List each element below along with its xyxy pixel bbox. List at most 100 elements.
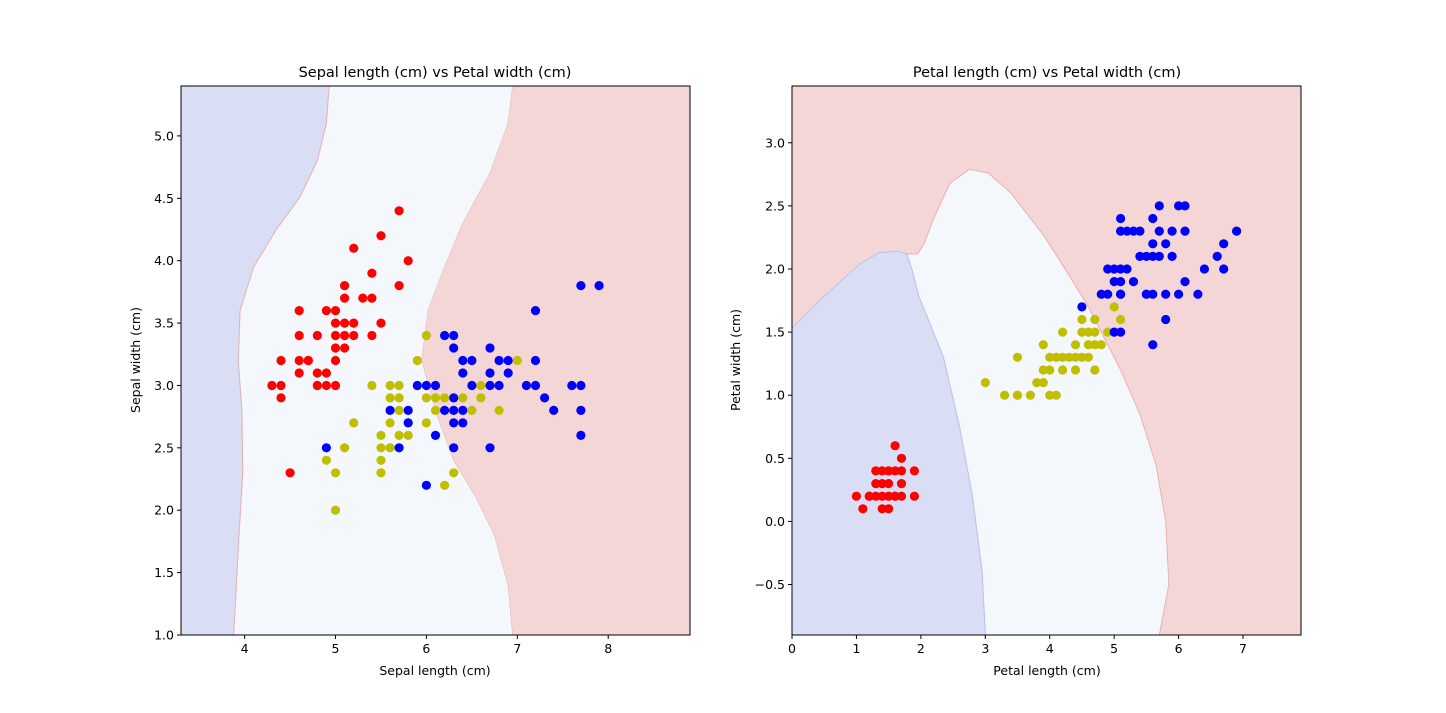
- chart-left-point-setosa: [376, 318, 386, 328]
- chart-right-point-versicolor: [1103, 327, 1113, 337]
- chart-right-x-tick-label: 4: [1046, 641, 1054, 656]
- chart-left-point-versicolor: [376, 430, 386, 440]
- chart-right-y-tick-label: 3.0: [765, 135, 785, 150]
- chart-left-y-tick-label: 1.5: [154, 565, 174, 580]
- chart-left-point-versicolor: [449, 468, 459, 478]
- chart-left-point-virginica: [430, 430, 441, 440]
- chart-right-point-setosa: [864, 491, 874, 501]
- chart-right-point-setosa: [877, 504, 887, 514]
- chart-left-point-versicolor: [440, 480, 450, 490]
- chart-right-point-virginica: [1135, 226, 1145, 236]
- chart-right-point-virginica: [1077, 302, 1087, 312]
- chart-left-point-setosa: [349, 243, 359, 253]
- chart-left-point-setosa: [294, 368, 304, 378]
- chart-right-point-setosa: [896, 453, 907, 463]
- chart-left-x-tick-label: 7: [513, 641, 521, 656]
- chart-right-point-setosa: [890, 466, 900, 476]
- chart-left-point-setosa: [340, 343, 350, 353]
- chart-left-point-versicolor: [367, 380, 377, 391]
- chart-left-point-versicolor: [340, 443, 350, 453]
- chart-right-point-virginica: [1096, 289, 1106, 299]
- chart-right-point-virginica: [1103, 264, 1113, 274]
- chart-left-point-virginica: [503, 368, 513, 378]
- chart-left-point-setosa: [312, 380, 322, 391]
- chart-left: Sepal length (cm) vs Petal width (cm) 4 5…: [128, 65, 691, 678]
- chart-right-y-tick-label: 2.0: [765, 262, 785, 277]
- chart-left-point-setosa: [312, 330, 322, 341]
- chart-left-point-versicolor: [512, 355, 522, 366]
- chart-left-point-virginica: [594, 281, 604, 291]
- chart-right-point-virginica: [1135, 251, 1145, 261]
- chart-right-point-setosa: [909, 491, 919, 501]
- chart-right-point-setosa: [884, 479, 894, 489]
- chart-right-point-versicolor: [1012, 352, 1023, 362]
- chart-left-point-versicolor: [421, 393, 431, 403]
- chart-right-point-virginica: [1154, 226, 1164, 236]
- chart-right-x-tick-label: 0: [788, 641, 796, 656]
- chart-left-region-red: [421, 86, 690, 635]
- chart-right-point-versicolor: [1109, 302, 1119, 312]
- chart-left-point-virginica: [503, 355, 513, 366]
- chart-left-title: Sepal length (cm) vs Petal width (cm): [299, 65, 572, 81]
- chart-right-point-virginica: [1154, 201, 1164, 211]
- chart-right-point-setosa: [851, 491, 861, 501]
- chart-right-point-setosa: [871, 479, 881, 489]
- chart-right-point-virginica: [1128, 226, 1139, 236]
- chart-left-point-setosa: [276, 380, 286, 391]
- chart-right-point-virginica: [1180, 201, 1190, 211]
- chart-right-point-setosa: [890, 491, 900, 501]
- chart-left-plot-area: [181, 86, 690, 635]
- chart-left-point-virginica: [421, 380, 431, 391]
- chart-right-points: [851, 201, 1242, 514]
- chart-right-point-versicolor: [1077, 314, 1087, 325]
- chart-right-y-tick-label: 1.0: [765, 388, 785, 403]
- chart-left-point-setosa: [367, 293, 377, 303]
- chart-left-point-setosa: [330, 343, 341, 353]
- chart-left-point-versicolor: [412, 355, 422, 366]
- chart-right-point-versicolor: [1038, 340, 1048, 350]
- chart-right-point-virginica: [1116, 213, 1126, 224]
- chart-left-point-versicolor: [385, 380, 395, 391]
- chart-left-point-setosa: [330, 330, 341, 341]
- chart-left-point-virginica: [385, 405, 395, 415]
- chart-right-point-virginica: [1103, 289, 1113, 299]
- chart-right-point-versicolor: [1090, 340, 1100, 350]
- chart-right-point-virginica: [1148, 289, 1158, 299]
- chart-left-point-setosa: [367, 268, 377, 278]
- chart-right-point-versicolor: [1058, 327, 1068, 337]
- chart-right-point-versicolor: [1045, 390, 1055, 400]
- chart-left-point-setosa: [340, 281, 350, 291]
- chart-left-point-setosa: [394, 206, 404, 216]
- chart-right-region-blue: [792, 250, 986, 635]
- chart-right: Petal length (cm) vs Petal width (cm) 0 1…: [728, 65, 1302, 678]
- chart-left-point-setosa: [276, 393, 286, 403]
- chart-left-point-versicolor: [440, 393, 450, 403]
- chart-right-point-versicolor: [1096, 340, 1106, 350]
- chart-left-point-virginica: [567, 380, 577, 391]
- chart-right-point-virginica: [1148, 251, 1158, 261]
- chart-left-point-versicolor: [421, 330, 431, 341]
- chart-left-x-label: Sepal length (cm): [379, 663, 490, 678]
- chart-left-point-setosa: [267, 380, 277, 391]
- chart-right-point-setosa: [858, 504, 868, 514]
- chart-right-point-virginica: [1116, 226, 1126, 236]
- chart-right-y-label: Petal width (cm): [728, 309, 743, 411]
- chart-right-point-virginica: [1154, 251, 1164, 261]
- chart-left-point-virginica: [494, 355, 504, 366]
- chart-left-point-versicolor: [376, 443, 386, 453]
- chart-right-x-tick-label: 2: [917, 641, 925, 656]
- chart-right-point-virginica: [1193, 289, 1203, 299]
- chart-left-point-setosa: [340, 318, 350, 328]
- chart-left-point-setosa: [340, 330, 350, 341]
- chart-right-point-virginica: [1219, 239, 1229, 249]
- chart-left-point-virginica: [494, 380, 504, 391]
- chart-right-title: Petal length (cm) vs Petal width (cm): [913, 65, 1181, 81]
- chart-left-x-tick-label: 5: [332, 641, 340, 656]
- chart-right-point-virginica: [1109, 264, 1119, 274]
- chart-right-point-setosa: [890, 441, 900, 451]
- chart-right-point-versicolor: [1083, 327, 1093, 337]
- chart-right-y-tick-label: 0.5: [765, 451, 785, 466]
- chart-right-point-versicolor: [1090, 314, 1100, 325]
- chart-right-x-tick-label: 7: [1239, 641, 1247, 656]
